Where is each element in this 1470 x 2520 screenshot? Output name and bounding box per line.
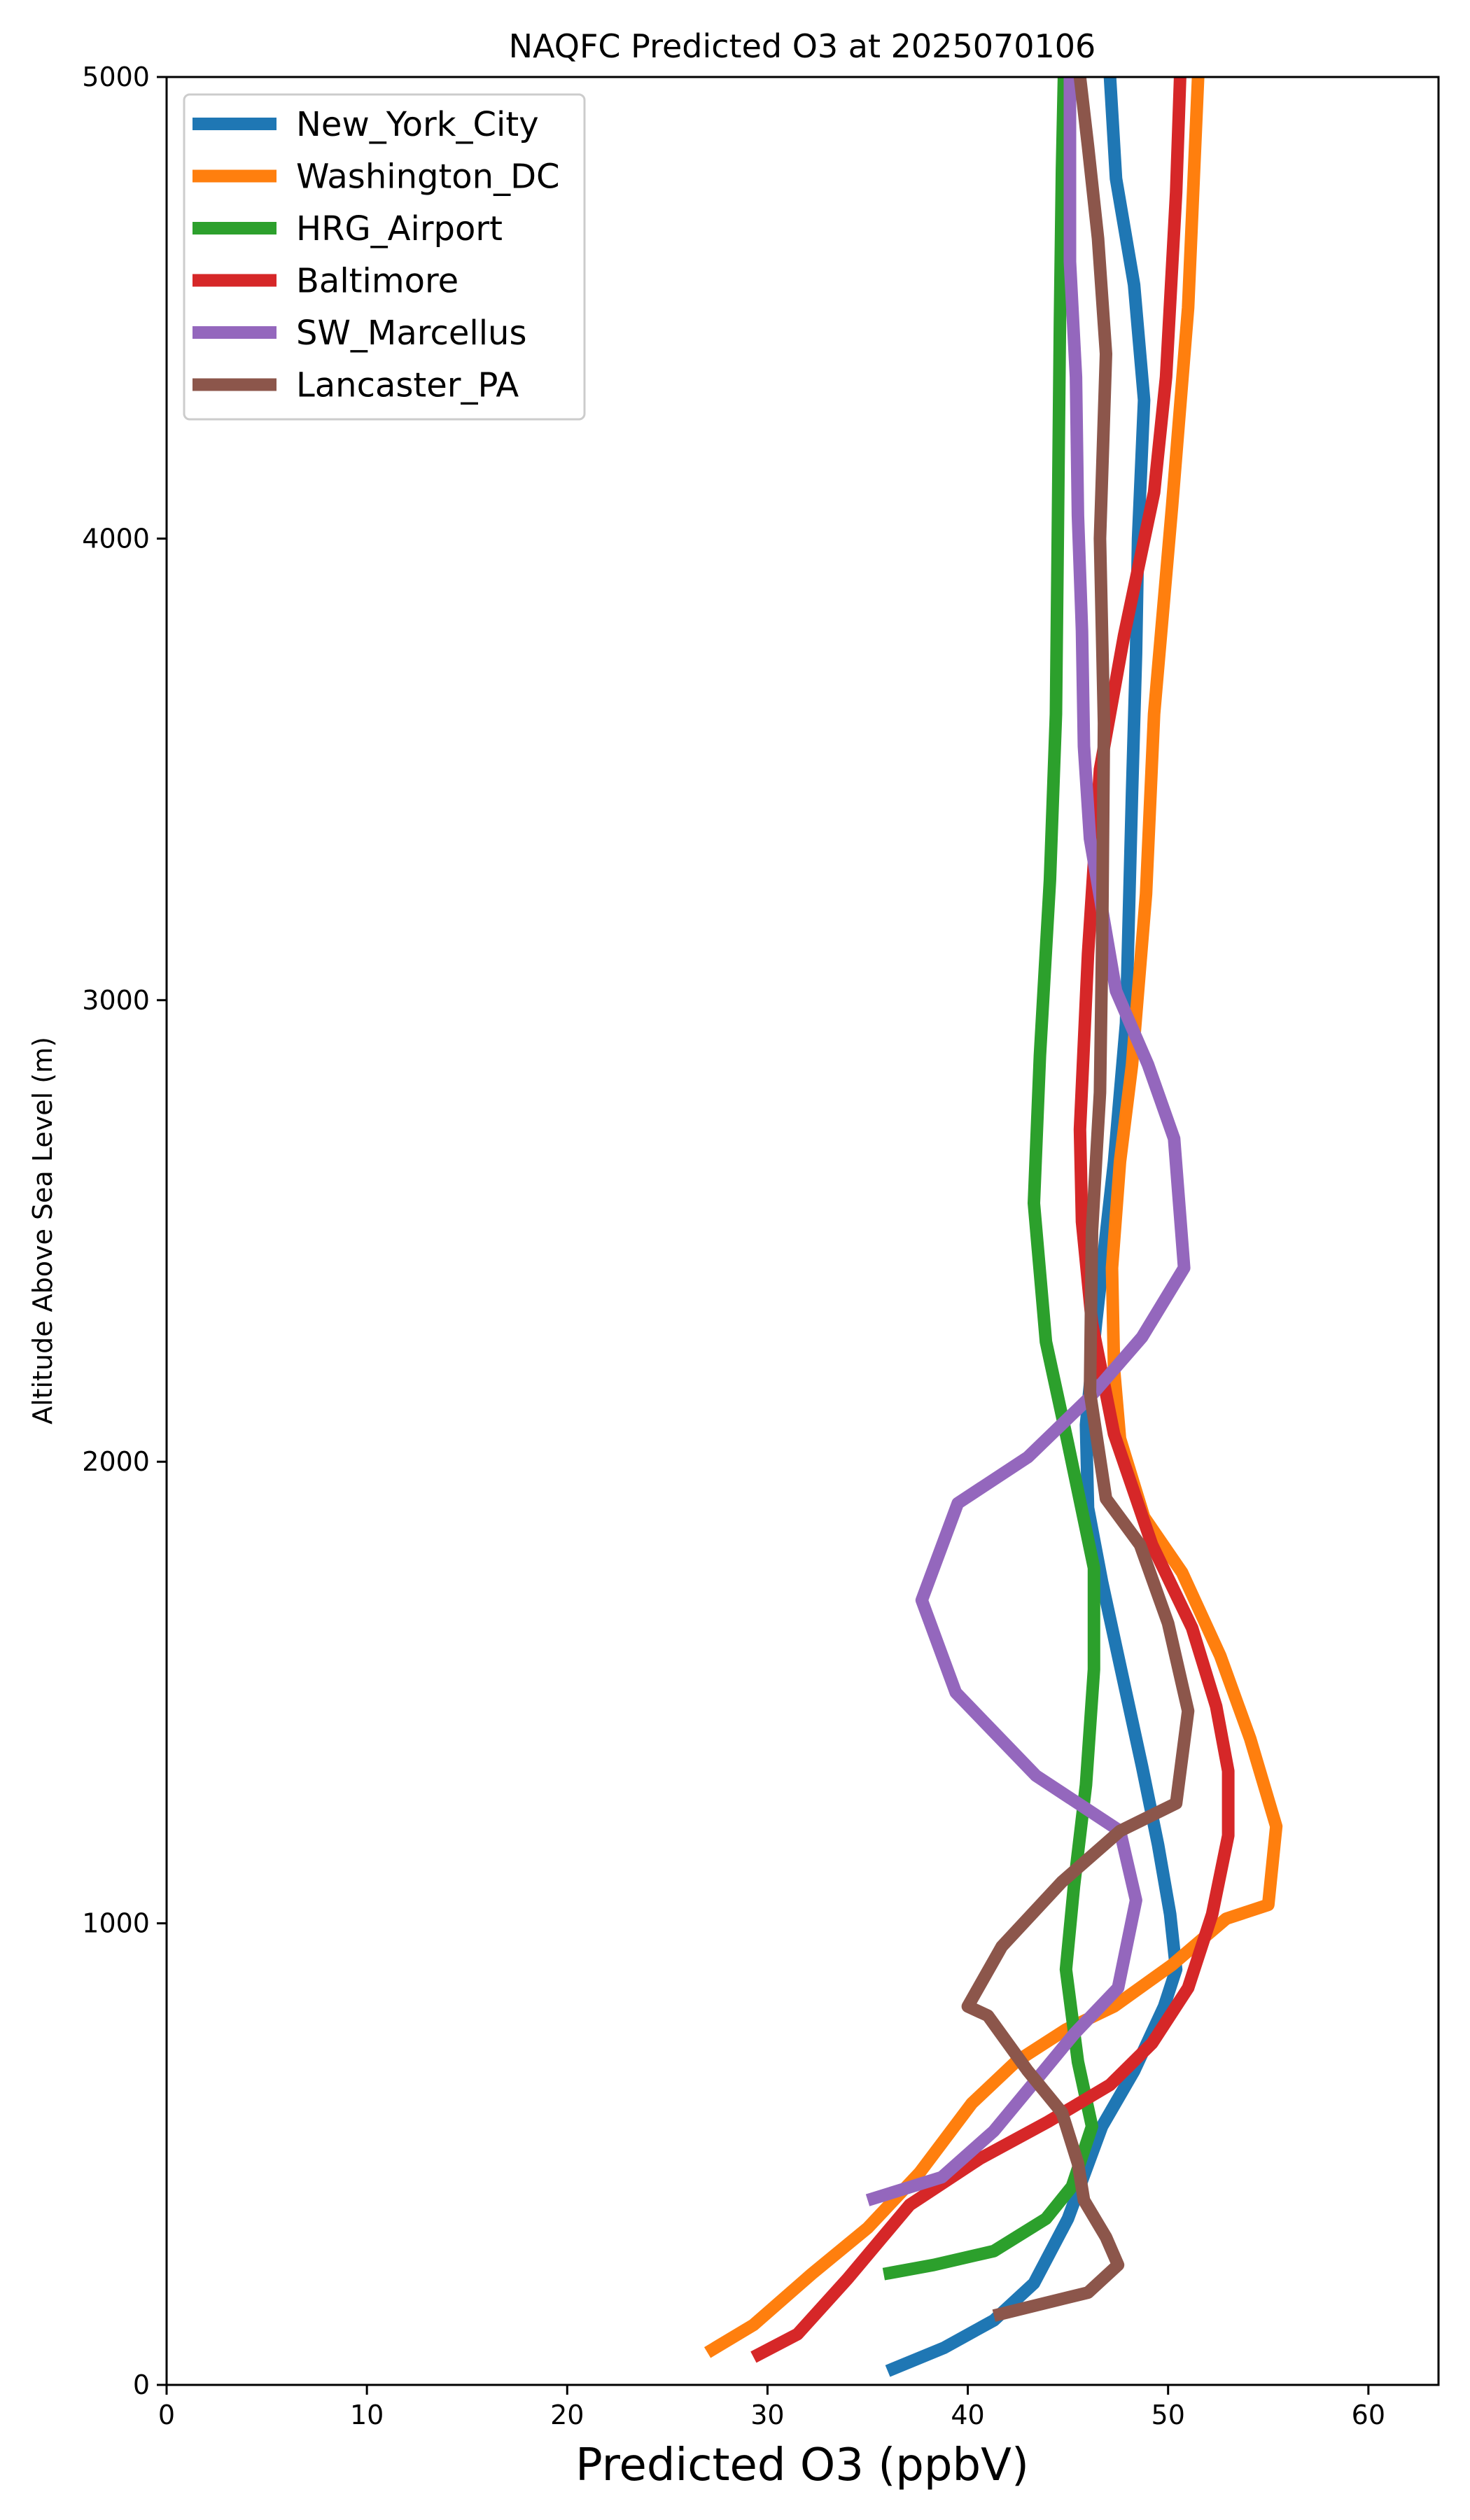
x-tick-label: 50 xyxy=(1152,2400,1185,2430)
legend-label: SW_Marcellus xyxy=(296,314,526,353)
series-line-sw-marcellus xyxy=(865,77,1191,2206)
legend-label: Lancaster_PA xyxy=(296,366,519,405)
x-axis-label: Predicted O3 (ppbV) xyxy=(575,2440,1029,2491)
y-tick-label: 5000 xyxy=(82,62,150,92)
x-tick-label: 10 xyxy=(350,2400,384,2430)
chart-title: NAQFC Predicted O3 at 2025070106 xyxy=(509,27,1096,65)
plot-area xyxy=(704,76,1283,2377)
y-tick-label: 0 xyxy=(133,2370,150,2400)
x-tick-label: 20 xyxy=(550,2400,584,2430)
legend-label: Baltimore xyxy=(296,262,458,301)
x-tick-label: 0 xyxy=(158,2400,175,2430)
y-axis: 0 1000 2000 3000 4000 5000 xyxy=(82,62,167,2400)
legend: New_York_City Washington_DC HRG_Airport Bal… xyxy=(183,93,586,421)
y-tick-label: 1000 xyxy=(82,1908,150,1939)
x-tick-label: 30 xyxy=(750,2400,784,2430)
series-line-baltimore xyxy=(750,76,1235,2363)
x-axis: 0 10 20 30 40 50 60 xyxy=(158,2385,1385,2430)
x-tick-label: 40 xyxy=(951,2400,984,2430)
legend-label: New_York_City xyxy=(296,105,539,144)
series-line-lancaster-pa xyxy=(961,76,1195,2322)
series-line-hrg-airport xyxy=(882,76,1100,2281)
series-line-washington-dc xyxy=(704,76,1283,2358)
y-tick-label: 4000 xyxy=(82,523,150,554)
plot-frame xyxy=(165,76,1440,2386)
y-tick-label: 3000 xyxy=(82,985,150,1016)
legend-label: HRG_Airport xyxy=(296,209,503,248)
x-tick-label: 60 xyxy=(1352,2400,1385,2430)
y-axis-label: Altitude Above Sea Level (m) xyxy=(27,1037,58,1424)
legend-label: Washington_DC xyxy=(296,158,560,197)
y-tick-label: 2000 xyxy=(82,1446,150,1477)
legend-box xyxy=(183,93,586,421)
